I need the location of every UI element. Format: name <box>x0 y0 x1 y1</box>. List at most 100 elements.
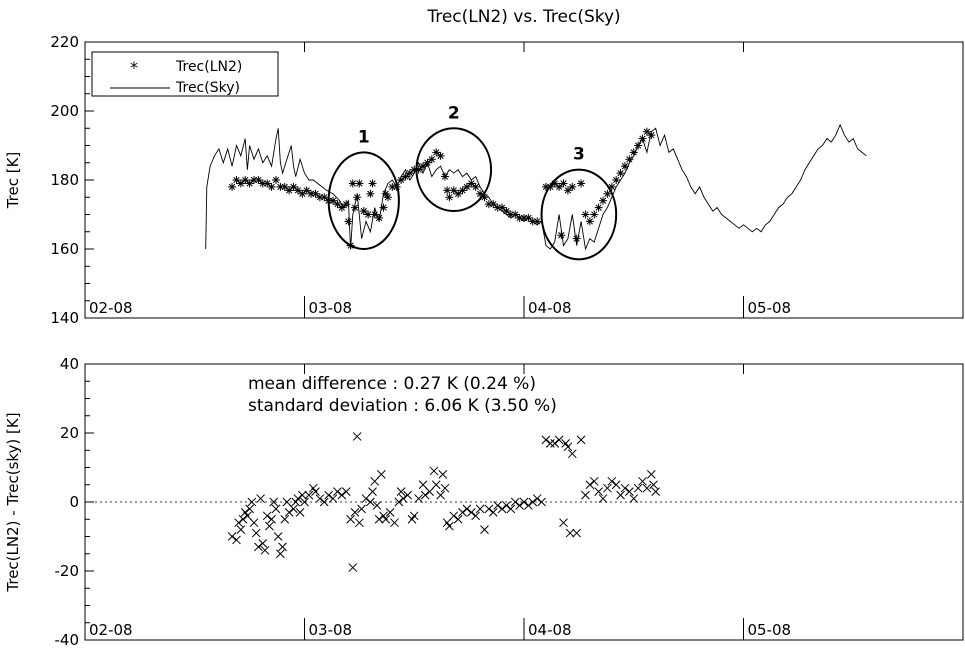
trec-ln2-point <box>458 186 467 195</box>
difference-point <box>249 518 259 528</box>
trec-ln2-point <box>302 186 311 195</box>
bottom-y-axis: -40 -20 0 20 40 <box>55 355 94 649</box>
difference-point <box>429 466 439 476</box>
top-x-axis: 02-08 03-08 04-08 05-08 <box>84 42 791 318</box>
bottom-y-tick-label: 20 <box>60 424 79 442</box>
difference-point <box>324 490 333 500</box>
top-y-tick-label: 180 <box>50 171 79 189</box>
difference-point <box>370 476 380 486</box>
difference-point <box>409 511 419 521</box>
difference-point <box>651 487 661 497</box>
difference-point <box>348 563 358 572</box>
difference-point <box>236 525 246 534</box>
trec-ln2-series <box>228 127 656 250</box>
trec-ln2-point <box>298 189 307 198</box>
difference-point <box>572 528 582 538</box>
trec-ln2-point <box>263 179 272 188</box>
difference-point <box>471 511 481 521</box>
std-deviation-annotation: standard deviation : 6.06 K (3.50 %) <box>248 396 557 416</box>
difference-point <box>436 490 445 500</box>
difference-point <box>276 549 285 559</box>
trec-ln2-point <box>254 176 263 184</box>
difference-point <box>381 514 391 524</box>
difference-point <box>462 504 472 514</box>
mean-difference-annotation: mean difference : 0.27 K (0.24 %) <box>248 374 536 394</box>
bottom-x-tick-label: 05-08 <box>748 621 792 639</box>
top-x-tick-label: 04-08 <box>528 299 572 317</box>
trec-ln2-point <box>620 162 629 171</box>
bottom-y-tick-label: -20 <box>55 562 80 580</box>
trec-ln2-point <box>348 179 357 188</box>
difference-point <box>567 449 577 459</box>
trec-ln2-point <box>355 179 364 188</box>
legend-entry-ln2: Trec(LN2) <box>175 59 242 75</box>
trec-ln2-point <box>236 179 245 188</box>
trec-ln2-point <box>344 217 353 226</box>
difference-point <box>341 487 351 497</box>
trec-ln2-point <box>350 203 359 212</box>
trec-ln2-point <box>625 155 634 164</box>
trec-ln2-point <box>419 162 428 171</box>
difference-point <box>394 497 404 507</box>
trec-ln2-point <box>594 203 603 212</box>
legend-entry-sky: Trec(Sky) <box>175 80 240 96</box>
difference-point <box>271 504 281 514</box>
bottom-x-tick-label: 03-08 <box>309 621 353 639</box>
trec-ln2-point <box>440 172 449 181</box>
difference-point <box>642 483 652 493</box>
difference-point <box>414 494 423 503</box>
difference-point <box>256 494 265 503</box>
trec-ln2-point <box>280 182 289 191</box>
difference-point <box>234 518 244 528</box>
difference-point <box>396 487 406 497</box>
difference-point <box>300 497 309 507</box>
bottom-x-tick-label: 04-08 <box>528 621 572 639</box>
difference-point <box>565 528 575 538</box>
trec-ln2-point <box>629 148 638 157</box>
difference-point <box>633 483 643 493</box>
difference-point <box>372 501 382 510</box>
difference-point <box>352 432 362 441</box>
difference-point <box>418 480 428 490</box>
trec-ln2-point <box>502 207 511 216</box>
difference-point <box>390 518 399 528</box>
trec-ln2-point <box>432 148 441 157</box>
bottom-x-tick-label: 02-08 <box>89 621 133 639</box>
trec-ln2-point <box>370 210 379 219</box>
difference-point <box>273 532 283 541</box>
highlight-ellipses: 1 2 3 <box>327 103 618 261</box>
legend-box <box>91 51 279 97</box>
difference-point <box>355 518 364 528</box>
trec-ln2-point <box>568 182 577 191</box>
difference-point <box>269 497 279 507</box>
difference-point <box>603 483 612 493</box>
trec-ln2-point <box>603 189 612 198</box>
difference-point <box>251 528 261 538</box>
difference-point <box>589 476 599 486</box>
difference-series <box>227 432 661 572</box>
difference-point <box>280 514 290 524</box>
trec-ln2-point <box>555 182 564 191</box>
trec-ln2-point <box>232 176 241 184</box>
difference-point <box>243 511 252 521</box>
trec-ln2-point <box>581 210 590 219</box>
difference-point <box>607 476 617 486</box>
difference-point <box>598 494 608 503</box>
difference-point <box>385 507 395 517</box>
difference-point <box>616 490 625 500</box>
difference-point <box>440 483 450 493</box>
difference-point <box>425 487 434 497</box>
trec-ln2-point <box>489 200 498 209</box>
bottom-y-tick-label: 40 <box>60 355 79 373</box>
bottom-y-axis-label: Trec(LN2) - Trec(sky) [K] <box>4 412 22 592</box>
trec-ln2-point <box>397 176 406 184</box>
difference-point <box>304 490 314 500</box>
trec-ln2-point <box>383 193 392 202</box>
trec-ln2-point <box>342 200 351 209</box>
trec-ln2-point <box>647 131 656 140</box>
difference-point <box>585 480 595 490</box>
legend-asterisk-marker: * <box>130 58 138 77</box>
bottom-y-tick-label: 0 <box>69 493 79 511</box>
trec-ln2-point <box>320 193 329 202</box>
difference-point <box>267 514 276 524</box>
